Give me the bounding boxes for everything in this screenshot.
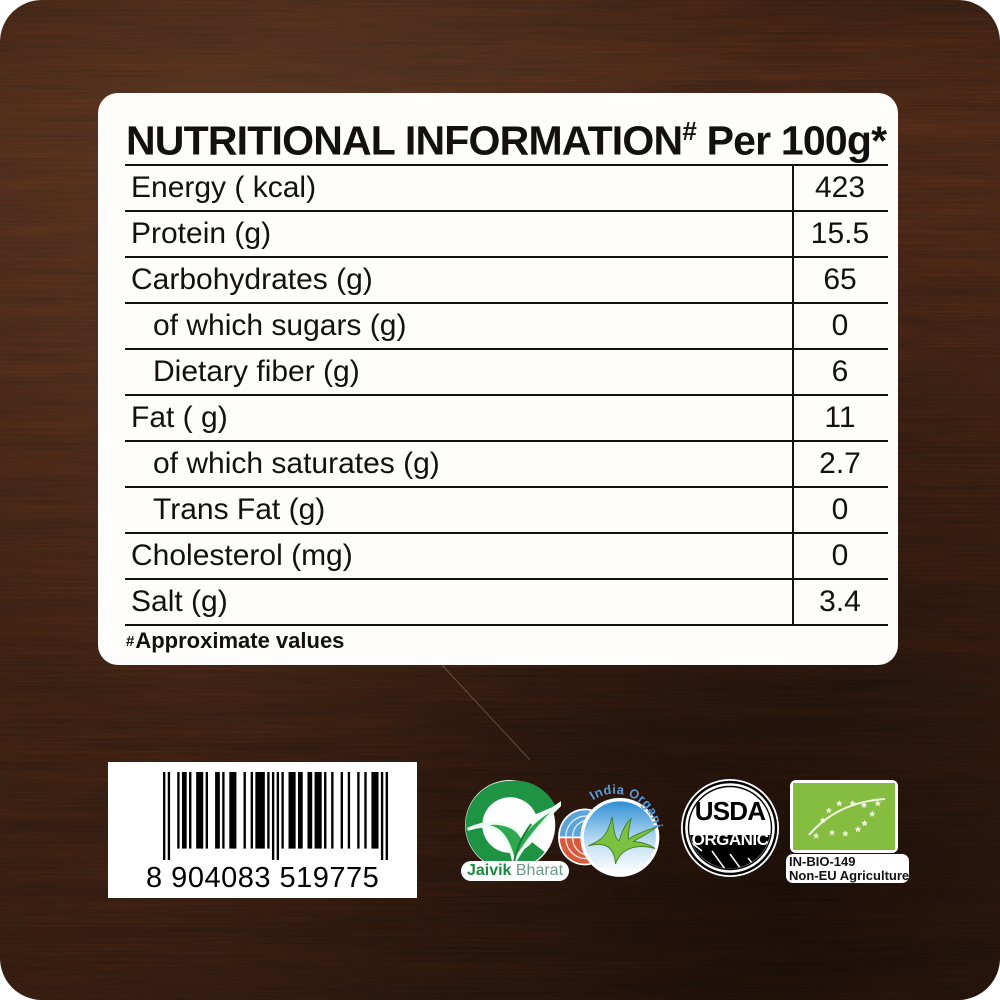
svg-text:USDA: USDA [695,796,766,826]
svg-text:ORGANIC: ORGANIC [692,830,769,849]
